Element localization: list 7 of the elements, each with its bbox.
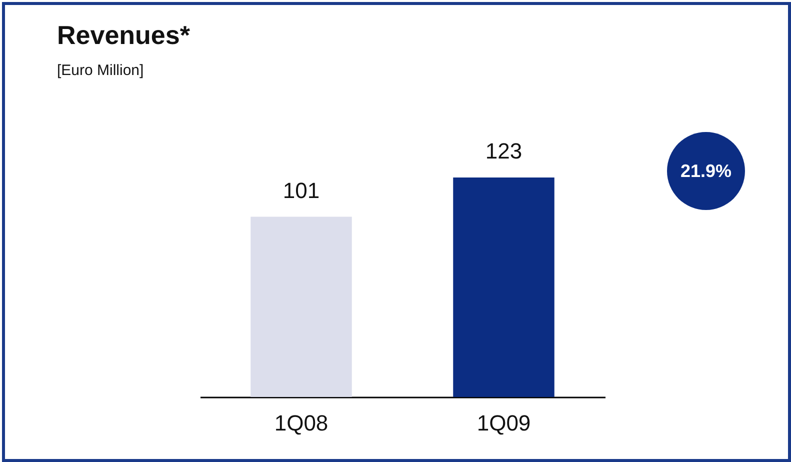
circle-badge: 21.9% <box>667 132 745 210</box>
chart-subtitle: [Euro Million] <box>57 62 144 79</box>
x-tick-label: 1Q09 <box>476 410 531 436</box>
x-tick-label: 1Q08 <box>274 410 328 436</box>
data-label: 101 <box>282 178 320 203</box>
data-label: 123 <box>485 138 522 164</box>
chart-title: Revenues* <box>57 20 190 51</box>
